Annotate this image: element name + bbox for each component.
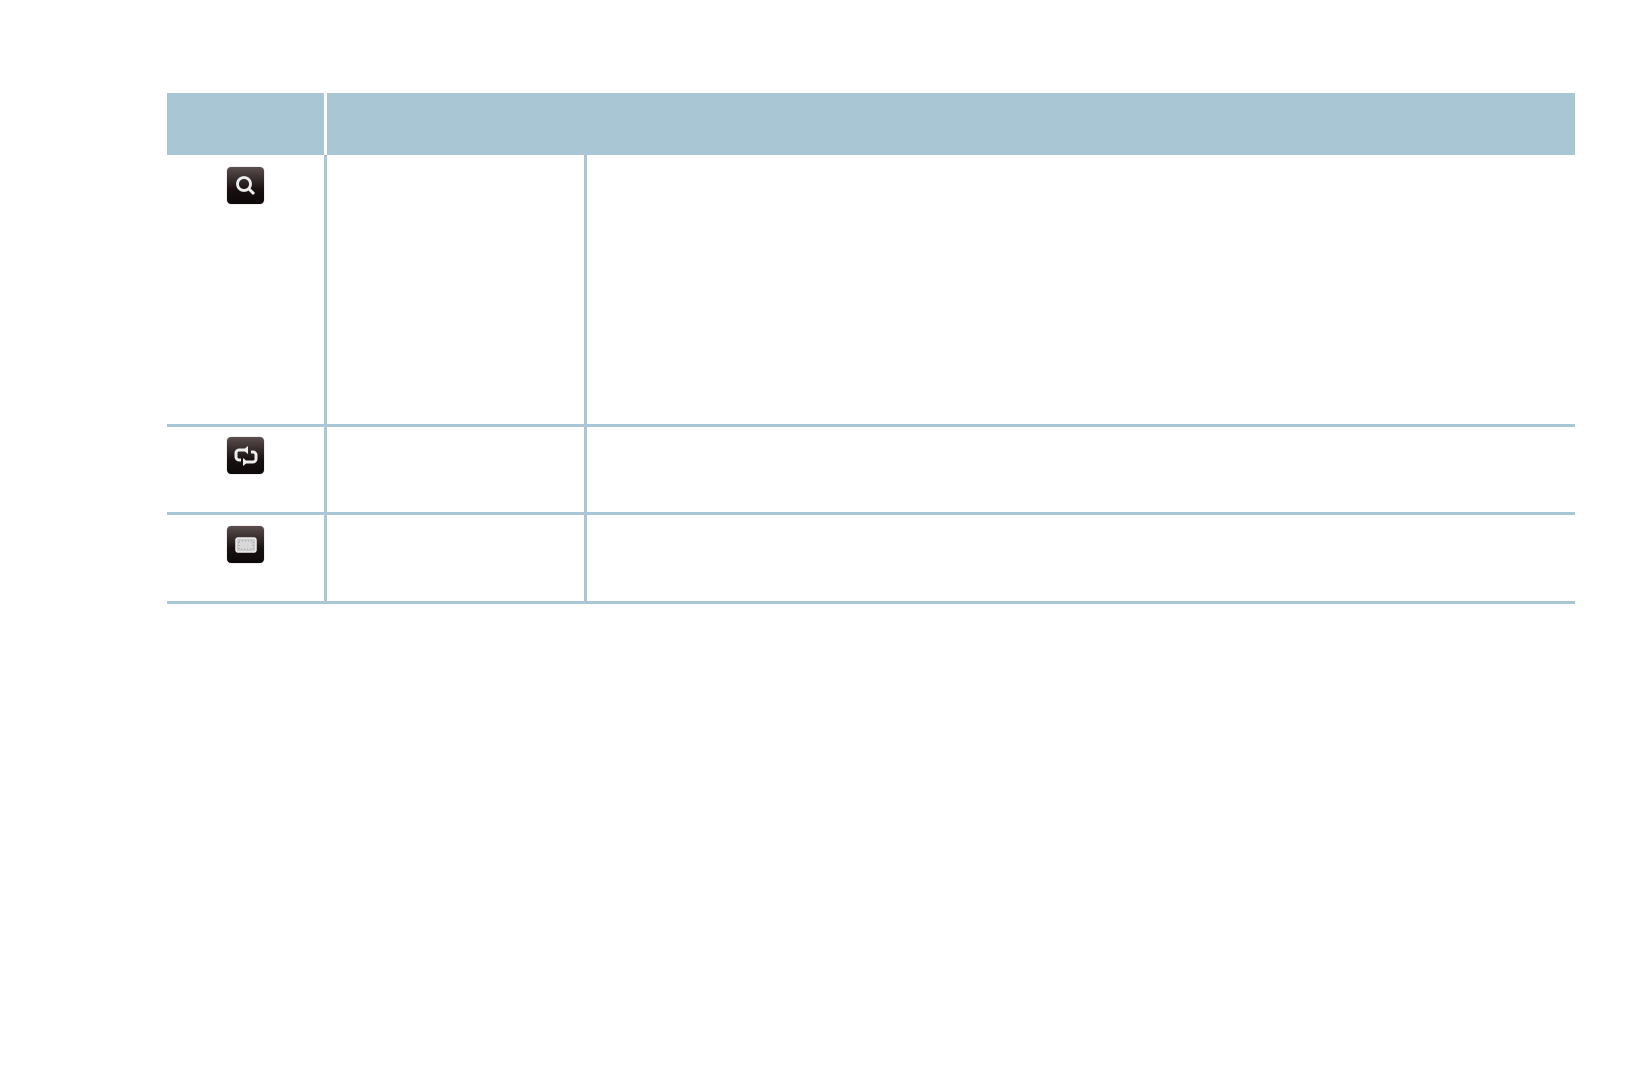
repeat-icon — [227, 437, 264, 474]
header-cell-icon — [167, 93, 324, 155]
row-divider — [167, 424, 1575, 427]
row-divider — [167, 601, 1575, 604]
search-icon — [227, 167, 264, 204]
row-divider — [167, 512, 1575, 515]
column-divider — [324, 155, 327, 604]
header-cell-description — [327, 93, 1575, 155]
screen-mode-icon — [227, 526, 264, 563]
column-divider — [584, 155, 587, 604]
